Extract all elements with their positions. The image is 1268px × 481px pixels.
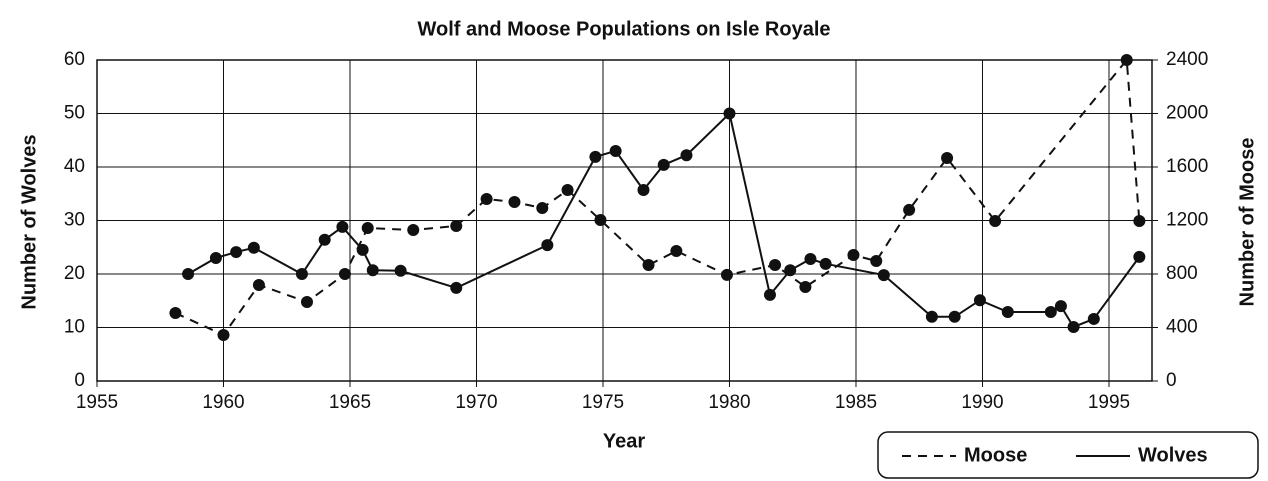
data-point [210, 252, 222, 264]
data-point [336, 221, 348, 233]
x-tick-label: 1955 [76, 392, 118, 413]
x-tick-label: 1980 [708, 392, 750, 413]
x-axis-label: Year [603, 430, 645, 452]
chart-title: Wolf and Moose Populations on Isle Royal… [417, 18, 830, 40]
data-point [169, 307, 181, 319]
y2-tick-label: 1600 [1166, 156, 1208, 177]
x-tick-label: 1995 [1088, 392, 1130, 413]
data-point [367, 264, 379, 276]
data-point [1088, 313, 1100, 325]
data-point [1002, 306, 1014, 318]
data-point [820, 258, 832, 270]
data-point [182, 268, 194, 280]
data-point [594, 214, 606, 226]
data-point [903, 204, 915, 216]
data-point [721, 269, 733, 281]
y-axis-label: Number of Wolves [18, 134, 40, 309]
data-point [784, 264, 796, 276]
data-point [989, 215, 1001, 227]
data-point [643, 259, 655, 271]
x-tick-label: 1990 [961, 392, 1003, 413]
data-point [301, 296, 313, 308]
y-tick-label: 20 [64, 263, 85, 284]
y2-tick-label: 1200 [1166, 210, 1208, 231]
y-tick-label: 50 [64, 103, 85, 124]
data-point [610, 145, 622, 157]
legend-label: Moose [964, 444, 1027, 466]
data-point [870, 255, 882, 267]
data-point [395, 265, 407, 277]
series-line [175, 60, 1139, 335]
y-tick-label: 10 [64, 317, 85, 338]
data-point [450, 282, 462, 294]
data-point [769, 259, 781, 271]
data-point [680, 149, 692, 161]
data-point [847, 249, 859, 261]
y-tick-label: 60 [64, 49, 85, 70]
data-point [248, 242, 260, 254]
data-point [670, 245, 682, 257]
data-point [1045, 306, 1057, 318]
data-point [450, 220, 462, 232]
data-point [658, 159, 670, 171]
data-point [362, 222, 374, 234]
data-point [926, 311, 938, 323]
x-tick-label: 1970 [455, 392, 497, 413]
y-tick-label: 40 [64, 156, 85, 177]
data-point [319, 234, 331, 246]
chart: Wolf and Moose Populations on Isle Royal… [0, 0, 1268, 481]
data-point [878, 269, 890, 281]
data-point [1068, 321, 1080, 333]
data-point [941, 152, 953, 164]
data-point [1121, 54, 1133, 66]
legend-label: Wolves [1138, 444, 1208, 466]
data-point [799, 281, 811, 293]
data-point [481, 193, 493, 205]
y-tick-label: 0 [74, 370, 85, 391]
data-point [508, 196, 520, 208]
data-point [541, 239, 553, 251]
data-point [1133, 251, 1145, 263]
x-tick-label: 1985 [835, 392, 877, 413]
y2-tick-label: 400 [1166, 317, 1198, 338]
data-point [723, 108, 735, 120]
y2-axis-label: Number of Moose [1236, 138, 1258, 307]
data-point [1133, 215, 1145, 227]
data-point [296, 268, 308, 280]
data-point [339, 268, 351, 280]
x-tick-label: 1965 [329, 392, 371, 413]
data-point [357, 244, 369, 256]
data-point [253, 279, 265, 291]
data-point [536, 202, 548, 214]
data-point [637, 184, 649, 196]
data-point [217, 329, 229, 341]
y2-tick-label: 800 [1166, 263, 1198, 284]
data-point [1055, 300, 1067, 312]
x-tick-label: 1960 [202, 392, 244, 413]
data-point [562, 184, 574, 196]
data-point [407, 224, 419, 236]
data-point [974, 294, 986, 306]
data-point [949, 311, 961, 323]
y2-tick-label: 2000 [1166, 103, 1208, 124]
data-point [804, 253, 816, 265]
y-tick-label: 30 [64, 210, 85, 231]
y2-tick-label: 2400 [1166, 49, 1208, 70]
data-point [589, 151, 601, 163]
x-tick-label: 1975 [582, 392, 624, 413]
y2-tick-label: 0 [1166, 370, 1177, 391]
data-point [764, 289, 776, 301]
data-point [230, 246, 242, 258]
